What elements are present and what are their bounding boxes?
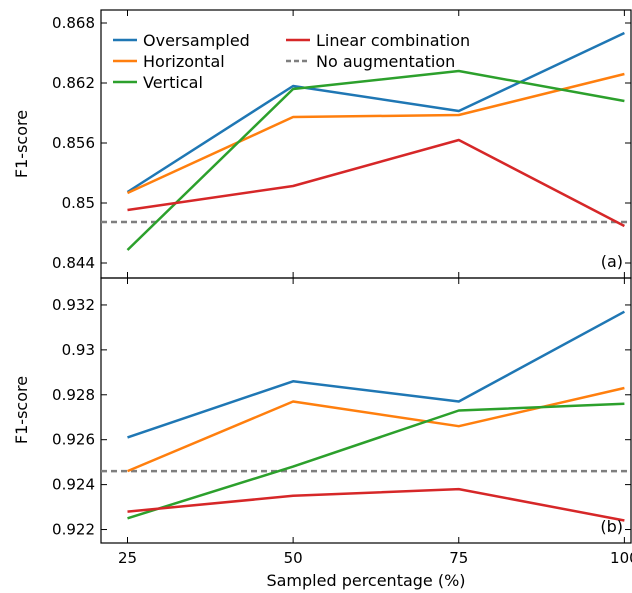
legend-label-oversampled: Oversampled: [143, 31, 250, 50]
legend-label-horizontal: Horizontal: [143, 52, 225, 71]
panel-a-ytick-label: 0.862: [52, 74, 95, 92]
panel-b-marks: 0.922 0.924 0.926 0.928 0.93 0.932 25 50 75 100: [52, 278, 632, 567]
legend-label-linear-combination: Linear combination: [316, 31, 470, 50]
x-tick-label: 100: [610, 549, 632, 567]
panel-b-ylabel: F1-score: [12, 376, 31, 444]
panel-b-frame: [100, 277, 632, 544]
panel-a-marks: 0.844 0.85 0.856 0.862 0.868: [52, 10, 631, 278]
x-tick-label: 25: [118, 549, 137, 567]
legend-label-vertical: Vertical: [143, 73, 203, 92]
panel-a-series-vertical: [126, 69, 625, 251]
panel-b-tag: (b): [600, 517, 623, 536]
panel-a-ytick-label: 0.856: [52, 134, 95, 152]
panel-a-frame: [100, 9, 632, 279]
panel-b-ytick-label: 0.926: [52, 431, 95, 449]
legend: Oversampled Horizontal Vertical Linear c…: [113, 31, 470, 92]
panel-a-series-linear-combination: [127, 138, 625, 228]
panel-a-ytick-label: 0.844: [52, 254, 95, 272]
panel-a-ytick-label: 0.868: [52, 14, 95, 32]
panel-a-ytick-label: 0.85: [62, 194, 95, 212]
panel-a-ylabel: F1-score: [12, 110, 31, 178]
panel-a-series-oversampled: [126, 31, 625, 194]
x-axis-label: Sampled percentage (%): [266, 571, 465, 590]
panel-a-tag: (a): [601, 252, 623, 271]
panel-b-series-linear-combination: [127, 487, 625, 522]
panel-b-ytick-label: 0.924: [52, 476, 95, 494]
panel-b-ytick-label: 0.932: [52, 296, 95, 314]
legend-label-no-augmentation: No augmentation: [316, 52, 455, 71]
panel-b-ytick-label: 0.93: [62, 341, 95, 359]
panel-b-ytick-label: 0.928: [52, 386, 95, 404]
panel-a-series-horizontal: [126, 72, 625, 195]
panel-b-ytick-label: 0.922: [52, 521, 95, 539]
panel-b: 0.922 0.924 0.926 0.928 0.93 0.932 25 50 75 100 F…: [12, 277, 632, 567]
x-tick-label: 75: [449, 549, 468, 567]
panel-b-series-horizontal: [127, 386, 625, 473]
panel-b-series-vertical: [127, 402, 625, 520]
x-tick-label: 50: [284, 549, 303, 567]
panel-a: 0.844 0.85 0.856 0.862 0.868 F1-score (a) Ov…: [12, 9, 632, 279]
panel-b-series-oversampled: [127, 310, 625, 439]
